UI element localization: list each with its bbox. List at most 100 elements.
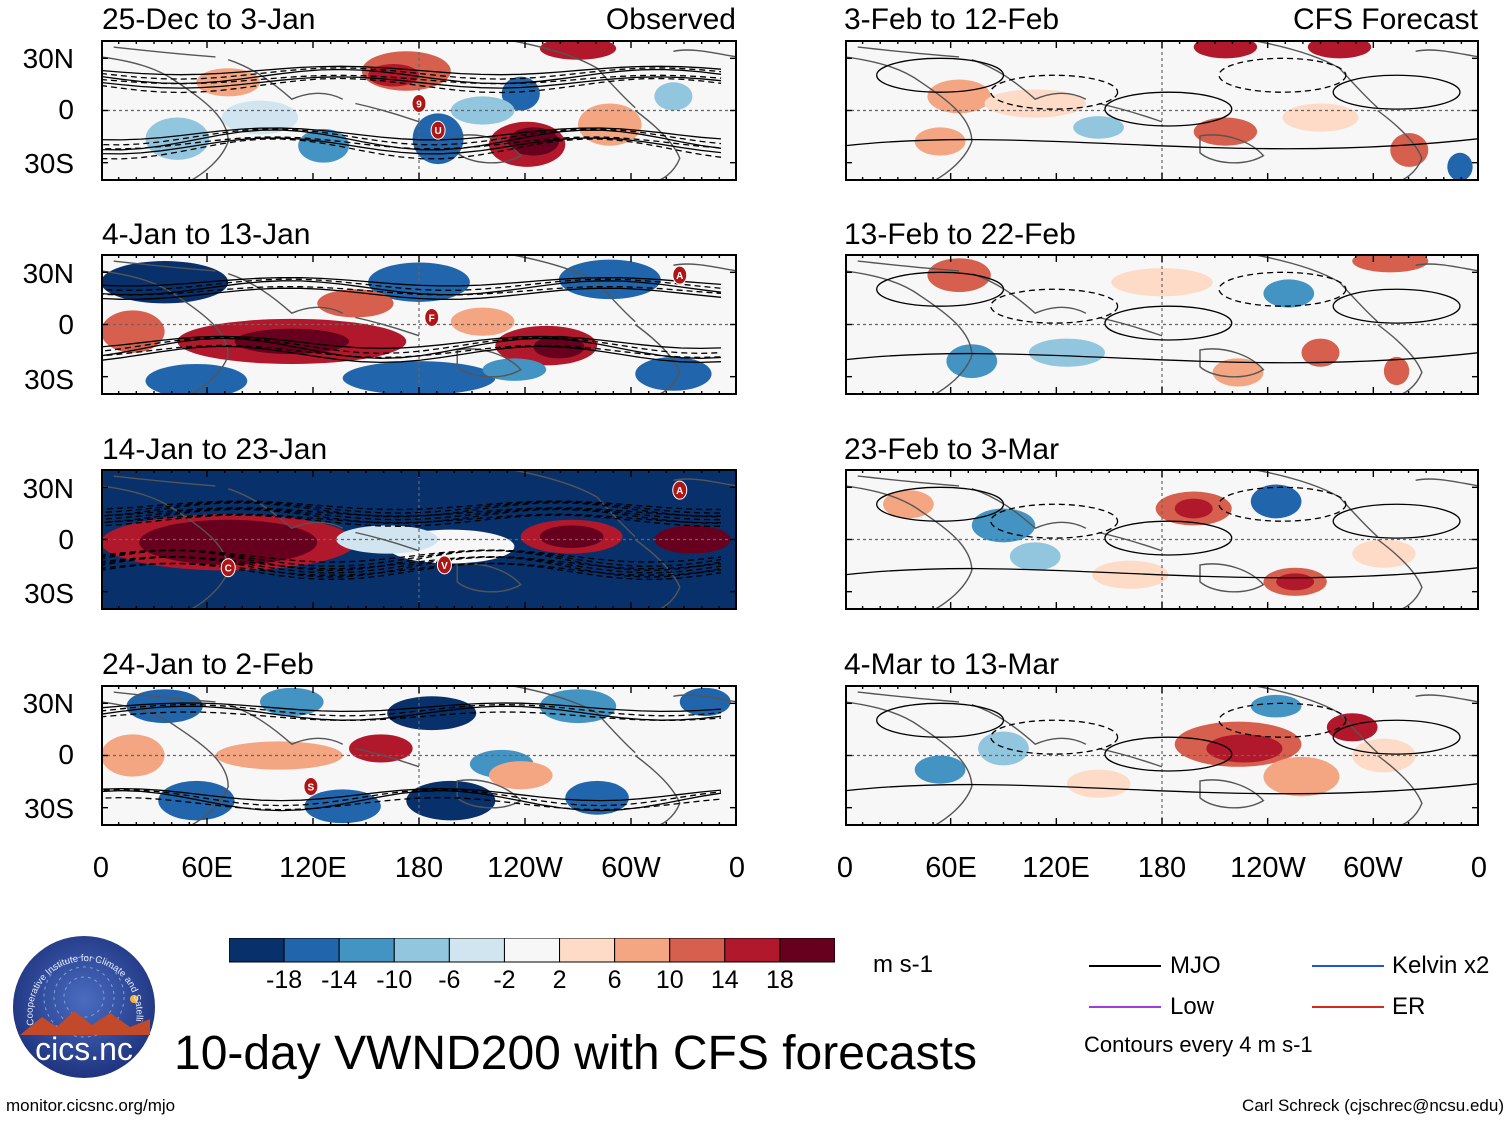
coastline	[857, 691, 960, 703]
shading-blob	[927, 79, 991, 114]
lon-label: 0	[836, 852, 854, 884]
panel-title: 24-Jan to 2-Feb	[102, 648, 314, 681]
mjo-contour	[101, 276, 722, 287]
shading-blob	[635, 356, 712, 391]
lat-label-eq: 0	[58, 739, 74, 770]
svg-text:C: C	[225, 564, 232, 575]
lon-label: 0	[92, 852, 110, 884]
shading-blob	[1352, 539, 1416, 568]
mjo-contour	[1104, 305, 1233, 341]
mjo-contour	[845, 783, 1479, 795]
shading-blob	[654, 525, 731, 554]
panel-frame	[845, 254, 1479, 395]
storm-marker: F	[424, 307, 440, 327]
mjo-contour	[101, 137, 722, 155]
colorbar-units: m s-1	[873, 951, 933, 978]
lat-label-eq: 0	[58, 309, 74, 340]
mjo-contour	[101, 711, 722, 722]
mjo-contour	[876, 271, 1005, 307]
mjo-contour	[101, 77, 722, 94]
lon-label: 180	[1137, 852, 1187, 884]
coastline	[673, 49, 737, 58]
shading-blob	[482, 358, 547, 381]
shading-blob	[1352, 738, 1416, 773]
shading-blob	[139, 519, 318, 565]
coastline	[857, 475, 960, 487]
mjo-contour	[101, 76, 722, 89]
panel-tag: CFS Forecast	[1292, 3, 1478, 36]
lon-label: 120E	[279, 852, 347, 884]
map-panel-right-1	[845, 254, 1479, 395]
lon-label: 0	[1470, 852, 1488, 884]
colorbar-swatch	[559, 938, 616, 963]
coastline	[1199, 134, 1265, 164]
coastline	[456, 134, 522, 164]
panel-frame	[101, 254, 737, 395]
coastline	[507, 685, 636, 754]
colorbar-tick-label: 14	[710, 966, 739, 994]
coastline	[101, 270, 229, 395]
storm-marker: A	[672, 480, 688, 500]
map-panel-left-1: AF	[101, 254, 737, 395]
coastline	[673, 694, 737, 703]
shading-blob	[1212, 358, 1264, 387]
mjo-contour	[876, 486, 1005, 522]
coastline	[113, 691, 216, 703]
shading-blob	[1028, 338, 1105, 367]
coastline	[456, 348, 522, 378]
shading-blob	[1307, 40, 1372, 59]
storm-marker: V	[436, 555, 452, 575]
coastline	[1415, 263, 1479, 272]
shading-blob	[126, 689, 203, 724]
mjo-contour	[101, 344, 722, 359]
coastline	[101, 485, 229, 610]
mjo-contour	[1104, 520, 1233, 556]
panel-tag: Observed	[605, 3, 736, 36]
panel-frame	[101, 685, 737, 826]
mjo-contour	[101, 562, 722, 576]
lat-label-30n: 30N	[22, 688, 74, 719]
coastline	[1377, 754, 1423, 826]
mjo-contour	[101, 136, 722, 150]
svg-text:9: 9	[416, 99, 422, 110]
lat-label-eq: 0	[58, 94, 74, 125]
colorbar-swatch	[229, 938, 285, 963]
mjo-contour	[101, 500, 722, 511]
shading-blob	[539, 40, 617, 60]
mjo-contour	[101, 127, 722, 141]
coastline	[971, 488, 1087, 530]
mjo-contour	[101, 549, 722, 571]
coastline	[113, 260, 216, 272]
coastline	[1199, 563, 1265, 593]
mjo-contour	[845, 352, 1479, 364]
svg-text:V: V	[441, 561, 448, 572]
colorbar-swatch	[724, 938, 781, 963]
colorbar-tick-label: 18	[766, 966, 794, 994]
lon-label: 120W	[487, 852, 563, 884]
mjo-contour	[101, 502, 722, 518]
legend-label-er: ER	[1392, 993, 1426, 1020]
colorbar-tick-label: -14	[321, 966, 358, 994]
shading-blob	[1301, 338, 1340, 367]
shading-blob	[971, 508, 1036, 543]
coastline	[845, 56, 973, 181]
map-panel-right-0	[845, 40, 1479, 181]
shading-blob	[304, 789, 381, 824]
storm-marker: A	[672, 265, 688, 285]
shading-blob	[565, 780, 629, 815]
mjo-contour	[101, 703, 722, 717]
coastline	[971, 273, 1087, 315]
coastline	[971, 704, 1087, 746]
shading-blob	[349, 734, 413, 763]
coastline	[673, 263, 737, 272]
lat-label-30s: 30S	[24, 578, 74, 609]
footer-url[interactable]: monitor.cicsnc.org/mjo	[6, 1096, 176, 1115]
colorbar-swatch	[283, 938, 340, 963]
lon-label: 0	[728, 852, 746, 884]
shading-blob	[260, 687, 324, 717]
coastline	[355, 531, 420, 552]
shading-blob	[914, 755, 966, 784]
shading-blob	[1447, 152, 1473, 181]
colorbar-swatch	[779, 938, 835, 963]
mjo-contour	[101, 507, 722, 521]
